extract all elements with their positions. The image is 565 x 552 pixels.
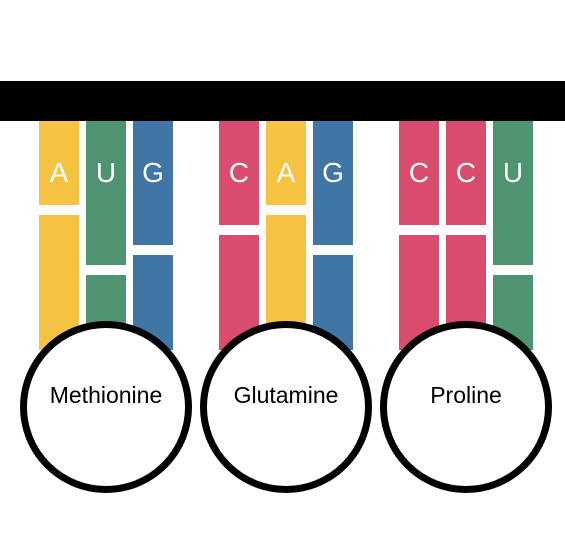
- base-A-upper: [39, 121, 79, 205]
- base-G-upper: [313, 121, 353, 245]
- mrna-strand: [0, 81, 565, 121]
- base-letter: U: [502, 157, 524, 188]
- base-A-upper: [266, 121, 306, 205]
- amino-acid-circle: Glutamine: [200, 321, 372, 493]
- amino-acid-label: Methionine: [49, 381, 163, 408]
- base-letter: U: [95, 157, 117, 188]
- amino-acid-circle: Proline: [380, 321, 552, 493]
- base-G-upper: [133, 121, 173, 245]
- amino-acid-circle: Methionine: [20, 321, 192, 493]
- base-letter: C: [408, 157, 430, 188]
- base-letter: A: [49, 157, 69, 188]
- base-letter: C: [228, 157, 250, 188]
- base-C-upper: [446, 121, 486, 225]
- base-U-upper: [493, 121, 533, 265]
- base-C-upper: [219, 121, 259, 225]
- base-letter: C: [455, 157, 477, 188]
- base-letter: A: [276, 157, 296, 188]
- base-letter: G: [142, 157, 164, 188]
- base-U-upper: [86, 121, 126, 265]
- base-C-upper: [399, 121, 439, 225]
- amino-acid-label: Glutamine: [233, 381, 339, 408]
- amino-acid-label: Proline: [430, 381, 502, 408]
- base-letter: G: [322, 157, 344, 188]
